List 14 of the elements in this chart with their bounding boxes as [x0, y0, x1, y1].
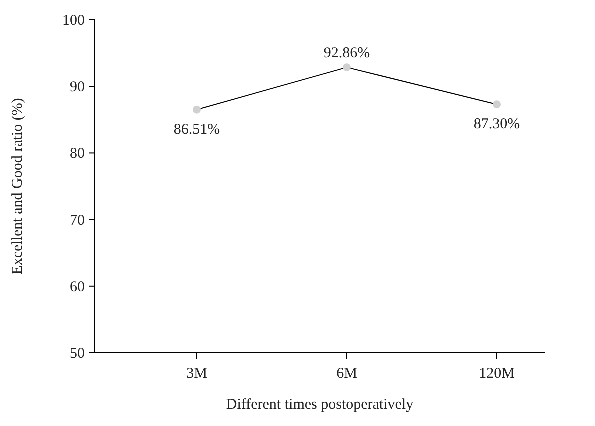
data-label: 92.86% [324, 46, 370, 62]
x-tick-label: 120M [479, 366, 515, 382]
data-label: 87.30% [474, 116, 520, 133]
y-tick-label: 50 [70, 346, 85, 362]
x-tick-label: 3M [186, 366, 208, 382]
y-tick-label: 100 [62, 13, 85, 29]
data-label: 86.51% [174, 122, 220, 138]
y-tick-label: 70 [70, 212, 85, 229]
y-axis-title: Excellent and Good ratio (%) [10, 98, 26, 275]
y-tick-label: 60 [70, 279, 85, 296]
x-axis-title: Different times postoperatively [226, 397, 414, 413]
x-tick-label: 6M [336, 366, 358, 382]
y-tick-label: 90 [70, 80, 85, 96]
y-tick-label: 80 [70, 146, 85, 162]
